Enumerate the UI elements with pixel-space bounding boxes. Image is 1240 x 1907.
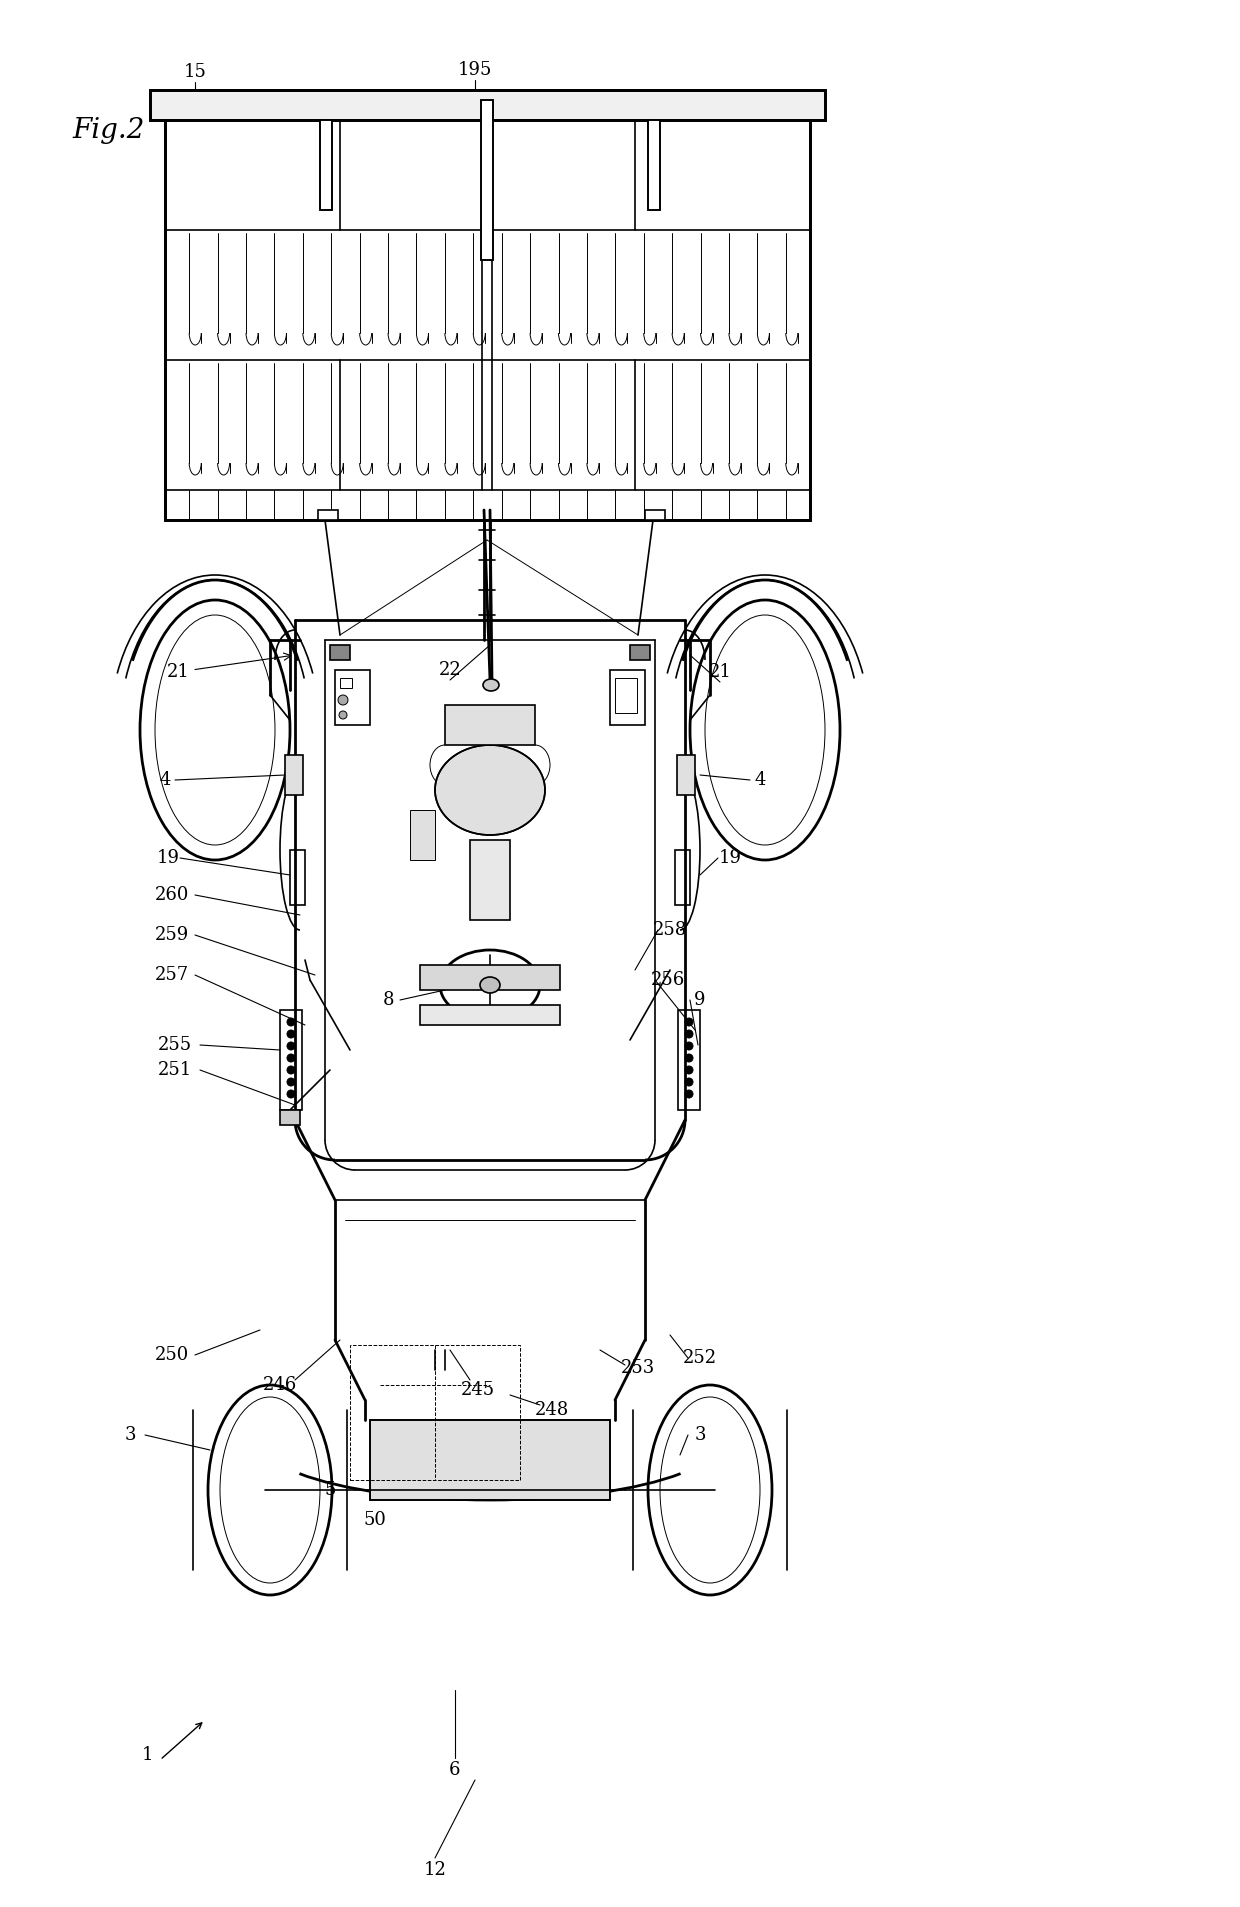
Bar [320,120,332,210]
Text: 253: 253 [621,1360,655,1377]
Bar [370,1421,610,1501]
Text: 251: 251 [157,1060,192,1079]
Ellipse shape [480,976,500,994]
Text: 19: 19 [718,849,742,868]
Bar [320,120,332,210]
Text: 5: 5 [325,1482,336,1499]
Bar [420,965,560,990]
Text: 4: 4 [159,770,171,789]
Ellipse shape [286,1018,295,1026]
Ellipse shape [286,1055,295,1062]
Text: 21: 21 [166,652,291,681]
Bar [610,669,645,725]
Bar [615,679,637,713]
Bar [470,839,510,919]
Bar [280,1011,303,1110]
Text: 19: 19 [156,849,180,868]
Bar [285,755,303,795]
Text: 260: 260 [155,887,190,904]
Text: 3: 3 [124,1426,135,1444]
Ellipse shape [684,1041,693,1051]
Text: 50: 50 [363,1510,387,1529]
Bar [649,120,660,210]
Bar [678,1011,701,1110]
Bar [649,120,660,210]
Text: 255: 255 [157,1036,192,1055]
Bar [370,1421,610,1501]
Ellipse shape [286,1030,295,1037]
Text: 4: 4 [754,770,765,789]
Text: 21: 21 [708,664,732,681]
Bar [410,810,435,860]
Text: 1: 1 [143,1747,154,1764]
Text: 195: 195 [458,61,492,78]
Bar [677,755,694,795]
Bar [445,706,534,746]
Bar [630,645,650,660]
Ellipse shape [684,1066,693,1074]
Bar [165,90,810,521]
Bar [335,669,370,725]
Ellipse shape [684,1030,693,1037]
Text: 259: 259 [155,927,190,944]
Bar [481,99,494,259]
Text: Fig.2: Fig.2 [72,116,144,143]
Ellipse shape [684,1091,693,1098]
Text: 9: 9 [694,992,706,1009]
Text: 22: 22 [439,662,461,679]
Text: 6: 6 [449,1760,461,1779]
Text: 15: 15 [184,63,206,80]
Ellipse shape [435,746,546,835]
Bar [290,851,305,906]
Bar [350,1344,520,1480]
Text: 258: 258 [653,921,687,938]
Text: 8: 8 [382,992,394,1009]
Ellipse shape [684,1055,693,1062]
Ellipse shape [684,1077,693,1085]
Text: 246: 246 [263,1377,298,1394]
Text: 256: 256 [651,971,686,990]
Bar [165,90,810,521]
Bar [675,851,689,906]
Ellipse shape [339,711,347,719]
Text: 12: 12 [424,1861,446,1878]
Bar [150,90,825,120]
Ellipse shape [286,1091,295,1098]
Text: 257: 257 [155,967,188,984]
Ellipse shape [339,694,348,706]
Bar [420,1005,560,1024]
Text: 248: 248 [534,1402,569,1419]
Bar [340,679,352,688]
Bar [645,509,665,521]
Bar [317,509,339,521]
Ellipse shape [684,1018,693,1026]
Text: 250: 250 [155,1346,190,1364]
Text: 245: 245 [461,1381,495,1400]
Ellipse shape [286,1041,295,1051]
Ellipse shape [286,1066,295,1074]
Ellipse shape [286,1077,295,1085]
Bar [330,645,350,660]
Text: 3: 3 [694,1426,706,1444]
Bar [280,1110,300,1125]
Bar [150,90,825,120]
Ellipse shape [484,679,498,690]
Text: 252: 252 [683,1348,717,1367]
Bar [481,99,494,259]
